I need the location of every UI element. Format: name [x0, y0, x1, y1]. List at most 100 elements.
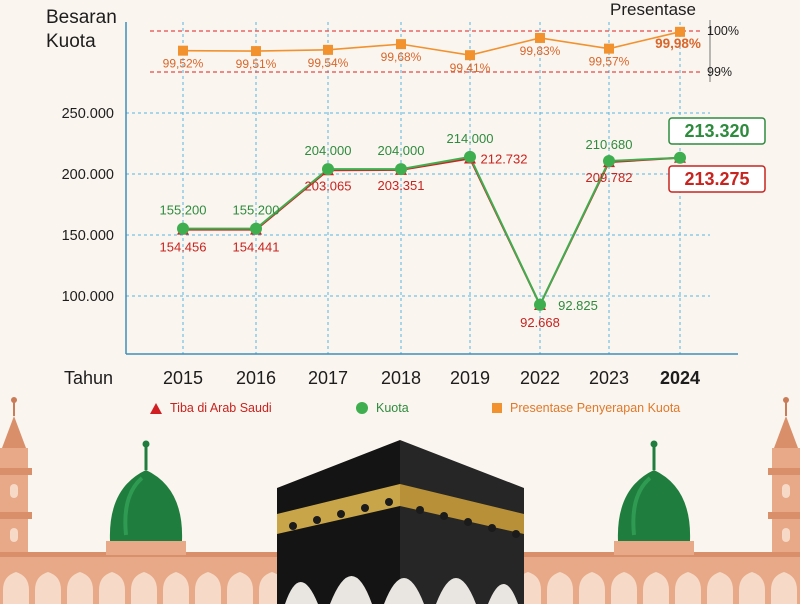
quota-data-label: 204.000	[378, 143, 425, 158]
dome-finial	[650, 440, 658, 448]
x-tick-label: 2019	[450, 368, 490, 388]
y-axis-title: Besaran Kuota	[46, 7, 117, 52]
wall-arch	[579, 572, 605, 604]
kaaba-ornament	[337, 510, 345, 518]
wall-arch	[67, 572, 93, 604]
percentage-point	[675, 26, 685, 37]
minaret-window	[782, 484, 790, 498]
wall-arch	[163, 572, 189, 604]
arrival-data-label: 154.456	[160, 240, 207, 255]
chart-axes: 250.000 200.000 150.000 100.000 100% 99% Tahun…	[62, 20, 739, 388]
kaaba-gold-band	[277, 484, 400, 534]
quota-point	[464, 150, 476, 163]
dome-highlight	[123, 476, 144, 536]
wall-arch	[771, 572, 797, 604]
minaret-finial	[11, 397, 17, 403]
y-tick-label: 150.000	[62, 228, 114, 244]
arrival-data-label: 92.668	[520, 315, 560, 330]
dome-base	[614, 541, 694, 555]
minaret-balcony	[768, 512, 800, 519]
kaaba-ornament	[289, 522, 297, 530]
triangle-marker-icon	[150, 402, 162, 414]
kaaba-right-face	[400, 440, 524, 604]
arrival-data-label: 203.065	[305, 178, 352, 193]
legend-item-percentage: Presentase Penyerapan Kuota	[492, 401, 680, 415]
quota-point	[395, 163, 407, 176]
chart-series	[177, 26, 686, 311]
y-tick-label: 250.000	[62, 106, 114, 122]
wall-arch	[195, 572, 221, 604]
quota-data-label: 92.825	[558, 298, 598, 313]
legend-label: Presentase Penyerapan Kuota	[510, 401, 681, 415]
percent-tick-label: 100%	[707, 24, 739, 38]
wall-arch	[707, 572, 733, 604]
percentage-point	[535, 32, 545, 43]
quota-point	[674, 151, 686, 164]
percentage-data-label: 99,41%	[450, 61, 491, 75]
wall-arch	[643, 572, 669, 604]
percentage-data-label: 99,57%	[589, 55, 630, 69]
series-line-quota	[183, 155, 681, 308]
percent-axis-title: Presentase	[610, 0, 696, 19]
green-dome	[617, 470, 691, 541]
wall-arch	[99, 572, 125, 604]
kaaba-ornament	[313, 516, 321, 524]
quota-data-label: 210.680	[586, 137, 633, 152]
legend-label: Kuota	[376, 401, 409, 415]
percentage-data-label: 99,52%	[163, 57, 204, 71]
wall-arch	[3, 572, 29, 604]
dome-highlight	[631, 476, 652, 536]
wall-arch	[131, 572, 157, 604]
dome-base	[106, 541, 186, 555]
arrival-data-label: 154.441	[233, 240, 280, 255]
minaret-window	[10, 528, 18, 542]
percentage-data-label: 99,98%	[655, 36, 701, 51]
chart-grid	[126, 22, 710, 354]
wall-arch	[675, 572, 701, 604]
percentage-point	[604, 43, 614, 54]
x-tick-label: 2016	[236, 368, 276, 388]
x-tick-label: 2022	[520, 368, 560, 388]
percentage-data-label: 99,68%	[381, 50, 422, 64]
quota-data-label: 155.200	[233, 203, 280, 218]
kaaba-ornament	[512, 530, 520, 538]
kaaba-ornament	[361, 504, 369, 512]
quota-callout-label: 213.320	[684, 121, 749, 141]
kaaba-ornament	[385, 498, 393, 506]
quota-data-label: 214.000	[447, 131, 494, 146]
x-axis-title: Tahun	[64, 368, 113, 388]
y-tick-label: 200.000	[62, 167, 114, 183]
quota-point	[322, 163, 334, 176]
minaret-cone	[2, 416, 26, 448]
x-tick-label: 2024	[660, 368, 700, 388]
arrival-callout-label: 213.275	[684, 169, 749, 189]
kaaba-ornament	[488, 524, 496, 532]
percentage-point	[178, 45, 188, 56]
x-tick-label: 2018	[381, 368, 421, 388]
square-marker-icon	[492, 403, 502, 413]
dome-finial	[142, 440, 150, 448]
wall-arch	[611, 572, 637, 604]
green-dome	[109, 470, 183, 541]
quota-point	[177, 222, 189, 235]
percentage-point	[323, 44, 333, 55]
minaret-balcony	[0, 512, 32, 519]
minaret-window	[782, 528, 790, 542]
mosque-kaaba-decoration	[0, 397, 800, 604]
chart-labels: 99,52% 99,51% 99,54% 99,68% 99,41% 99,83% 99,5…	[160, 36, 766, 330]
legend-item-quota: Kuota	[356, 401, 409, 415]
quota-callout-box	[668, 117, 766, 145]
series-line-percentage	[182, 31, 681, 57]
minaret-balcony	[0, 468, 32, 475]
percent-tick-label: 99%	[707, 65, 732, 79]
x-tick-label: 2017	[308, 368, 348, 388]
kaaba-gold-band	[400, 484, 524, 534]
percentage-point	[396, 39, 406, 50]
minaret-balcony	[768, 468, 800, 475]
legend-item-arrival: Tiba di Arab Saudi	[150, 401, 272, 415]
wall-arch	[227, 572, 253, 604]
arrival-data-label: 209.782	[586, 170, 633, 185]
percentage-data-label: 99,51%	[236, 57, 277, 71]
minaret-finial	[783, 397, 789, 403]
wall-arch	[739, 572, 765, 604]
